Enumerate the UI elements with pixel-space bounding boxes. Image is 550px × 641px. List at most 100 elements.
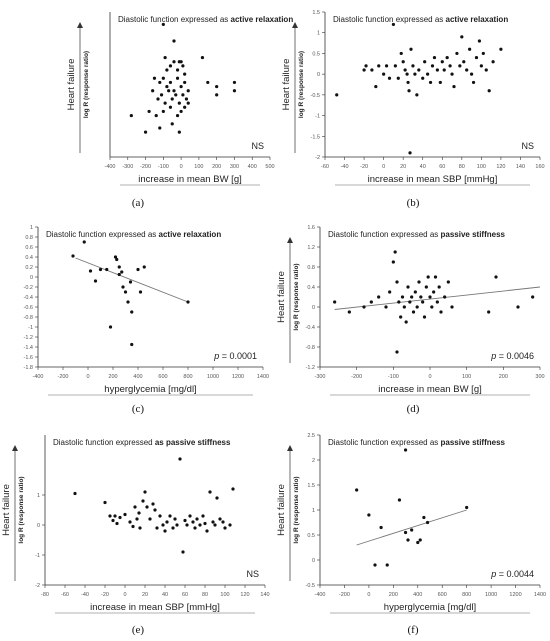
data-point	[183, 80, 187, 85]
data-point	[155, 526, 159, 530]
data-point	[401, 60, 405, 64]
x-tick-label: 300	[535, 374, 544, 380]
chart-title: Diastolic function expressed as active r…	[333, 15, 508, 24]
x-tick-label: 100	[477, 164, 486, 170]
scatter-plot-a: Diastolic function expressed as active r…	[66, 12, 293, 186]
y-tick-label: -0.6	[24, 305, 33, 311]
y-tick-label: -1	[28, 325, 33, 331]
data-point	[172, 89, 176, 93]
x-tick-label: -200	[351, 374, 362, 380]
data-point	[455, 51, 459, 56]
y-tick-label: -2	[315, 155, 320, 161]
heart-failure-arrowhead	[77, 22, 83, 28]
y-tick-label: 0.2	[25, 265, 33, 271]
data-point	[163, 529, 167, 533]
x-tick-label: 0	[367, 592, 370, 598]
data-point	[105, 267, 109, 272]
y-axis-label: log R (response ratio)	[18, 476, 25, 543]
data-point	[397, 498, 402, 502]
x-tick-label: 100	[194, 164, 203, 170]
y-axis-label: log R (response ratio)	[293, 263, 300, 330]
data-point	[183, 72, 187, 76]
y-tick-label: 0.6	[25, 245, 33, 251]
data-point	[384, 64, 389, 68]
data-point	[369, 300, 373, 304]
data-point	[118, 515, 122, 520]
x-tick-label: -20	[101, 592, 109, 598]
x-tick-label: -200	[339, 592, 350, 598]
data-point	[181, 64, 185, 68]
data-point	[374, 84, 378, 89]
data-point	[103, 500, 107, 505]
data-point	[148, 517, 152, 521]
chart-panel-d: Diastolic function expressed as passive …	[275, 215, 550, 420]
data-point	[188, 514, 192, 518]
data-point	[152, 76, 157, 80]
data-point	[465, 505, 469, 510]
y-tick-label: 0.8	[25, 235, 33, 241]
data-point	[400, 295, 405, 299]
y-tick-label: -0.8	[24, 315, 33, 321]
data-point	[417, 68, 421, 72]
x-tick-label: 200	[389, 592, 398, 598]
data-point	[370, 68, 374, 72]
data-point	[179, 109, 183, 114]
data-point	[163, 101, 167, 105]
data-point	[428, 295, 432, 299]
x-tick-label: 800	[462, 592, 471, 598]
x-tick-label: 0	[382, 164, 385, 170]
data-point	[421, 300, 425, 304]
y-tick-label: 0	[37, 523, 40, 529]
data-point	[418, 538, 422, 542]
data-point	[391, 260, 395, 264]
data-point	[413, 290, 417, 294]
x-tick-label: 40	[420, 164, 426, 170]
data-point	[377, 295, 381, 299]
data-point	[113, 255, 118, 259]
data-point	[168, 105, 173, 109]
y-tick-label: -0.4	[24, 295, 33, 301]
chart-panel-b: Diastolic function expressed as active r…	[275, 0, 550, 215]
x-tick-label: -400	[104, 164, 115, 170]
chart-panel-e: Diastolic function expressed as passive …	[0, 420, 275, 641]
data-point	[413, 72, 417, 76]
data-point	[158, 514, 162, 518]
data-point	[205, 529, 209, 533]
chart-title-plain: Diastolic function expressed as	[333, 15, 446, 24]
scatter-plot-d: Diastolic function expressed as passive …	[276, 225, 545, 396]
data-point	[201, 514, 205, 518]
y-tick-label: -1	[35, 553, 40, 559]
caption-e: (e)	[131, 624, 145, 636]
chart-title: Diastolic function expressed as active r…	[118, 15, 293, 24]
data-point	[183, 518, 187, 523]
data-point	[462, 60, 466, 64]
data-point	[425, 520, 430, 525]
data-point	[494, 275, 498, 279]
data-point	[468, 47, 472, 51]
y-tick-label: 0.8	[307, 265, 315, 271]
heart-failure-arrowhead	[287, 445, 293, 451]
data-point	[377, 64, 381, 68]
y-tick-label: 1	[30, 225, 33, 231]
data-point	[215, 93, 219, 97]
x-tick-label: 80	[202, 592, 208, 598]
y-tick-label: 1.2	[307, 245, 315, 251]
chart-title-plain: Diastolic function expressed as	[118, 15, 231, 24]
data-point	[347, 310, 351, 314]
data-point	[410, 295, 414, 299]
x-tick-label: 1000	[207, 374, 219, 380]
data-point	[130, 310, 134, 314]
data-point	[175, 68, 180, 72]
x-tick-label: -400	[314, 592, 325, 598]
data-point	[98, 267, 103, 272]
data-point	[364, 64, 368, 68]
x-tick-label: 200	[212, 164, 221, 170]
data-point	[415, 93, 419, 97]
x-tick-label: -20	[360, 164, 368, 170]
y-tick-label: 1	[37, 493, 40, 499]
data-point	[130, 342, 134, 347]
x-tick-label: 120	[240, 592, 249, 598]
x-tick-label: 200	[108, 374, 117, 380]
data-point	[123, 290, 128, 294]
x-tick-label: 500	[265, 164, 274, 170]
